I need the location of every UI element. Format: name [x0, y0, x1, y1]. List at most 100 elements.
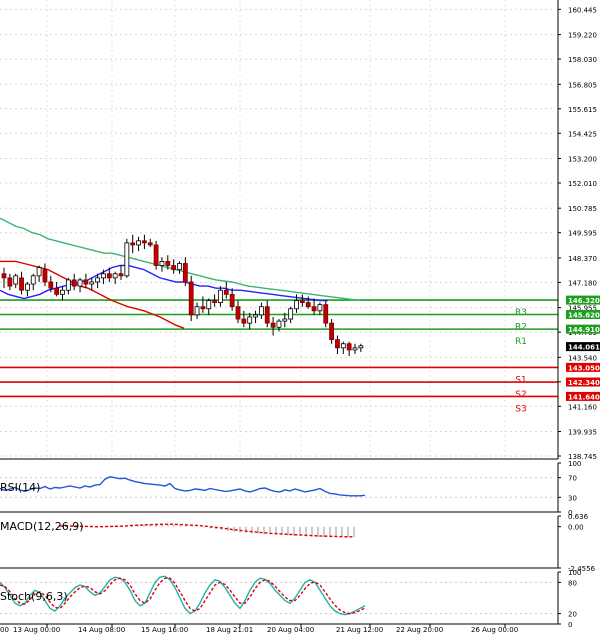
candle-body: [194, 306, 200, 316]
time-label: 20 Aug 04:00: [267, 626, 314, 634]
price-tick-label: 160.445: [568, 6, 597, 14]
candle-body: [188, 281, 194, 316]
candle-body: [288, 308, 294, 320]
price-tick-label: 138.745: [568, 453, 597, 461]
candle-body: [317, 304, 323, 312]
candle-body: [101, 273, 106, 279]
candle-body: [346, 343, 352, 351]
candle-body: [311, 306, 317, 312]
candle-body: [30, 275, 36, 285]
rsi-title: RSI(14): [0, 481, 40, 494]
price-tag: [566, 362, 600, 372]
macd-panel[interactable]: 0.636 0.00 -2.4556 MACD(12,26,9): [0, 513, 596, 573]
stoch-title: Stoch(9,6,3): [0, 590, 68, 603]
price-tick-label: 154.425: [568, 130, 597, 138]
price-tag-label: 143.050: [568, 364, 600, 372]
candle-body: [124, 242, 130, 277]
candle-body: [171, 265, 177, 271]
candle-body: [323, 304, 329, 324]
candle-body: [141, 240, 147, 244]
candle-body: [229, 293, 235, 308]
macd-tick-label: 0.00: [568, 524, 584, 532]
candle-body: [258, 306, 264, 316]
candle-body: [83, 279, 89, 285]
candle-body: [182, 263, 188, 283]
pivot-label-r1: R1: [515, 337, 527, 347]
candle-body: [48, 281, 54, 289]
price-tick-label: 159.220: [568, 32, 597, 40]
candle-body: [13, 275, 19, 285]
price-panel[interactable]: 160.445 159.220 158.030 156.805 155.615 154.4…: [0, 0, 600, 461]
price-tick-label: 156.805: [568, 81, 597, 89]
time-label: 15 Aug 16:00: [141, 626, 188, 634]
candle-body: [36, 267, 42, 277]
candle-body: [42, 269, 48, 283]
price-tag-label: 141.640: [568, 393, 600, 401]
rsi-tick-label: 30: [568, 494, 577, 502]
time-label: 21 Aug 12:00: [336, 626, 383, 634]
price-tick-label: 152.010: [568, 180, 597, 188]
rsi-tick-label: 70: [568, 475, 577, 483]
candle-body: [294, 300, 299, 310]
candle-body: [54, 287, 60, 295]
stoch-panel[interactable]: 100 80 20 0 Stoch(9,6,3): [0, 569, 581, 629]
candle-body: [358, 345, 364, 349]
candle-body: [282, 318, 288, 322]
rsi-panel[interactable]: 100 70 30 0 RSI(14): [0, 460, 581, 517]
macd-title: MACD(12,26,9): [0, 520, 84, 533]
candle-body: [200, 306, 206, 310]
candle-body: [212, 300, 218, 303]
price-tag-label: 144.061: [568, 344, 600, 352]
time-label: 18 Aug 21:01: [206, 626, 253, 634]
candle-body: [305, 302, 311, 308]
stoch-tick-label: 100: [568, 569, 581, 577]
candle-body: [65, 279, 71, 291]
candle-body: [24, 283, 30, 291]
candle-body: [136, 240, 141, 246]
price-tick-label: 158.030: [568, 56, 597, 64]
candle-body: [340, 343, 346, 349]
price-tick-label: 150.785: [568, 205, 597, 213]
rsi-tick-label: 100: [568, 460, 581, 468]
price-tag-label: 142.340: [568, 379, 600, 387]
candle-body: [60, 289, 65, 295]
pivot-label-s1: S1: [515, 375, 526, 385]
candle-body: [270, 322, 276, 328]
candle-body: [7, 277, 13, 287]
candle-body: [299, 300, 305, 303]
candle-body: [329, 322, 335, 341]
macd-signal-line: [60, 523, 354, 538]
price-tick-label: 147.180: [568, 279, 597, 287]
pivot-label-r3: R3: [515, 308, 527, 318]
candle-body: [118, 273, 124, 277]
candle-body: [130, 242, 136, 246]
price-tick-label: 141.160: [568, 403, 597, 411]
candle-body: [352, 347, 358, 351]
price-tick-label: 153.200: [568, 155, 597, 163]
price-tag: [566, 377, 600, 387]
candle-body: [71, 279, 77, 287]
candle-body: [19, 277, 24, 291]
price-tick-label: 145.955: [568, 305, 597, 313]
price-tag: [566, 324, 600, 334]
candle-body: [89, 281, 95, 285]
candle-body: [77, 279, 83, 287]
candle-body: [218, 289, 223, 303]
price-tag-label: 144.910: [568, 326, 600, 334]
macd-tick-label: 0.636: [568, 513, 589, 521]
stoch-tick-label: 20: [568, 611, 577, 619]
price-tick-label: 155.615: [568, 106, 597, 114]
price-tick-label: 143.540: [568, 354, 597, 362]
price-tag-label: 145.620: [568, 312, 600, 320]
time-label-partial: 00: [0, 626, 9, 634]
candle-body: [276, 320, 282, 328]
candle-body: [1, 273, 7, 279]
stoch-signal-line: [0, 577, 366, 615]
candle-body: [153, 244, 159, 266]
pivot-label-s3: S3: [515, 404, 526, 414]
time-label: 22 Aug 20:00: [396, 626, 443, 634]
price-tick-label: 149.595: [568, 230, 597, 238]
moving-average-line: [0, 260, 185, 329]
candle-body: [177, 263, 182, 271]
